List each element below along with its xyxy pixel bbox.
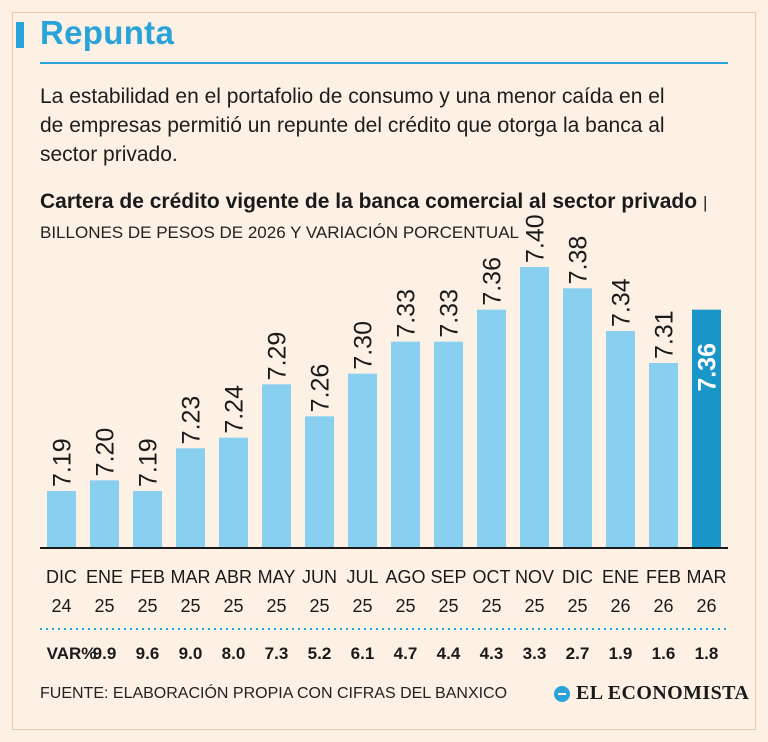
x-tick-year-6: 25 xyxy=(309,596,329,616)
bar-11 xyxy=(520,267,549,548)
x-tick-year-1: 25 xyxy=(94,596,114,616)
var-value-14: 1.6 xyxy=(652,644,676,663)
bar-value-label-14: 7.31 xyxy=(651,310,679,359)
x-tick-month-0: DIC xyxy=(46,567,77,587)
x-tick-year-8: 25 xyxy=(395,596,415,616)
var-value-15: 1.8 xyxy=(695,644,719,663)
x-tick-year-15: 26 xyxy=(696,596,716,616)
var-value-12: 2.7 xyxy=(566,644,590,663)
bar-value-label-4: 7.24 xyxy=(221,385,249,434)
headline-accent-bar xyxy=(16,22,24,48)
x-tick-month-13: ENE xyxy=(602,567,639,587)
chart-subtitle: | BILLONES DE PESOS DE 2026 Y VARIACIÓN … xyxy=(40,193,708,242)
x-tick-month-11: NOV xyxy=(515,567,554,587)
bar-6 xyxy=(305,416,334,548)
x-tick-year-3: 25 xyxy=(180,596,200,616)
var-value-2: 9.6 xyxy=(136,644,160,663)
x-tick-year-7: 25 xyxy=(352,596,372,616)
bar-12 xyxy=(563,288,592,548)
chart-title: Cartera de crédito vigente de la banca c… xyxy=(40,187,740,247)
var-value-9: 4.4 xyxy=(437,644,461,663)
var-value-4: 8.0 xyxy=(222,644,246,663)
x-tick-month-3: MAR xyxy=(171,567,211,587)
brand-name: EL ECONOMISTA xyxy=(576,682,750,704)
bar-value-label-15: 7.36 xyxy=(694,343,722,392)
bar-10 xyxy=(477,309,506,548)
var-value-7: 6.1 xyxy=(351,644,375,663)
x-tick-month-9: SEP xyxy=(430,567,466,587)
bar-1 xyxy=(90,480,119,548)
bar-value-label-3: 7.23 xyxy=(178,396,206,445)
brand-logo: EL ECONOMISTA xyxy=(554,682,749,705)
x-tick-year-14: 26 xyxy=(653,596,673,616)
bar-5 xyxy=(262,384,291,548)
var-value-5: 7.3 xyxy=(265,644,289,663)
var-value-8: 4.7 xyxy=(394,644,418,663)
bar-9 xyxy=(434,341,463,548)
chart-title-text: Cartera de crédito vigente de la banca c… xyxy=(40,190,698,213)
x-tick-month-12: DIC xyxy=(562,567,593,587)
bar-value-label-2: 7.19 xyxy=(135,438,163,487)
bar-2 xyxy=(133,491,162,548)
x-tick-year-11: 25 xyxy=(524,596,544,616)
bar-15 xyxy=(692,309,721,548)
var-value-6: 5.2 xyxy=(308,644,332,663)
x-tick-month-4: ABR xyxy=(215,567,252,587)
bar-14 xyxy=(649,363,678,548)
bar-value-label-0: 7.19 xyxy=(49,438,77,487)
x-tick-year-0: 24 xyxy=(51,596,71,616)
bar-value-label-1: 7.20 xyxy=(92,428,120,477)
headline-rule xyxy=(40,62,728,64)
x-tick-year-13: 26 xyxy=(610,596,630,616)
var-value-10: 4.3 xyxy=(480,644,504,663)
x-tick-month-14: FEB xyxy=(646,567,681,587)
x-tick-month-8: AGO xyxy=(385,567,425,587)
x-tick-year-10: 25 xyxy=(481,596,501,616)
bar-value-label-11: 7.40 xyxy=(522,214,550,263)
x-tick-month-7: JUL xyxy=(346,567,378,587)
x-tick-month-15: MAR xyxy=(687,567,727,587)
x-tick-year-5: 25 xyxy=(266,596,286,616)
bar-value-label-10: 7.36 xyxy=(479,257,507,306)
bar-value-label-13: 7.34 xyxy=(608,278,636,327)
bar-value-label-5: 7.29 xyxy=(264,332,292,381)
x-tick-year-9: 25 xyxy=(438,596,458,616)
bar-13 xyxy=(606,331,635,548)
var-value-3: 9.0 xyxy=(179,644,203,663)
bar-7 xyxy=(348,373,377,548)
bar-value-label-9: 7.33 xyxy=(436,289,464,338)
x-tick-year-4: 25 xyxy=(223,596,243,616)
x-tick-month-10: OCT xyxy=(473,567,511,587)
bar-value-label-7: 7.30 xyxy=(350,321,378,370)
var-value-11: 3.3 xyxy=(523,644,547,663)
x-tick-year-2: 25 xyxy=(137,596,157,616)
bar-value-label-12: 7.38 xyxy=(565,236,593,285)
bar-4 xyxy=(219,437,248,548)
headline: Repunta xyxy=(40,14,175,51)
bar-value-label-6: 7.26 xyxy=(307,364,335,413)
x-tick-month-6: JUN xyxy=(302,567,337,587)
el-economista-logo-icon xyxy=(554,685,570,702)
var-value-13: 1.9 xyxy=(609,644,633,663)
var-value-1: 9.9 xyxy=(93,644,117,663)
x-tick-month-1: ENE xyxy=(86,567,123,587)
var-row-label: VAR% xyxy=(47,644,97,663)
x-tick-month-2: FEB xyxy=(130,567,165,587)
bar-3 xyxy=(176,448,205,548)
bar-8 xyxy=(391,341,420,548)
bar-0 xyxy=(47,491,76,548)
lede-text: La estabilidad en el portafolio de consu… xyxy=(40,85,665,166)
source-note: FUENTE: ELABORACIÓN PROPIA CON CIFRAS DE… xyxy=(40,685,508,702)
x-tick-year-12: 25 xyxy=(567,596,587,616)
bar-value-label-8: 7.33 xyxy=(393,289,421,338)
x-tick-month-5: MAY xyxy=(258,567,296,587)
infographic-frame xyxy=(12,12,756,730)
